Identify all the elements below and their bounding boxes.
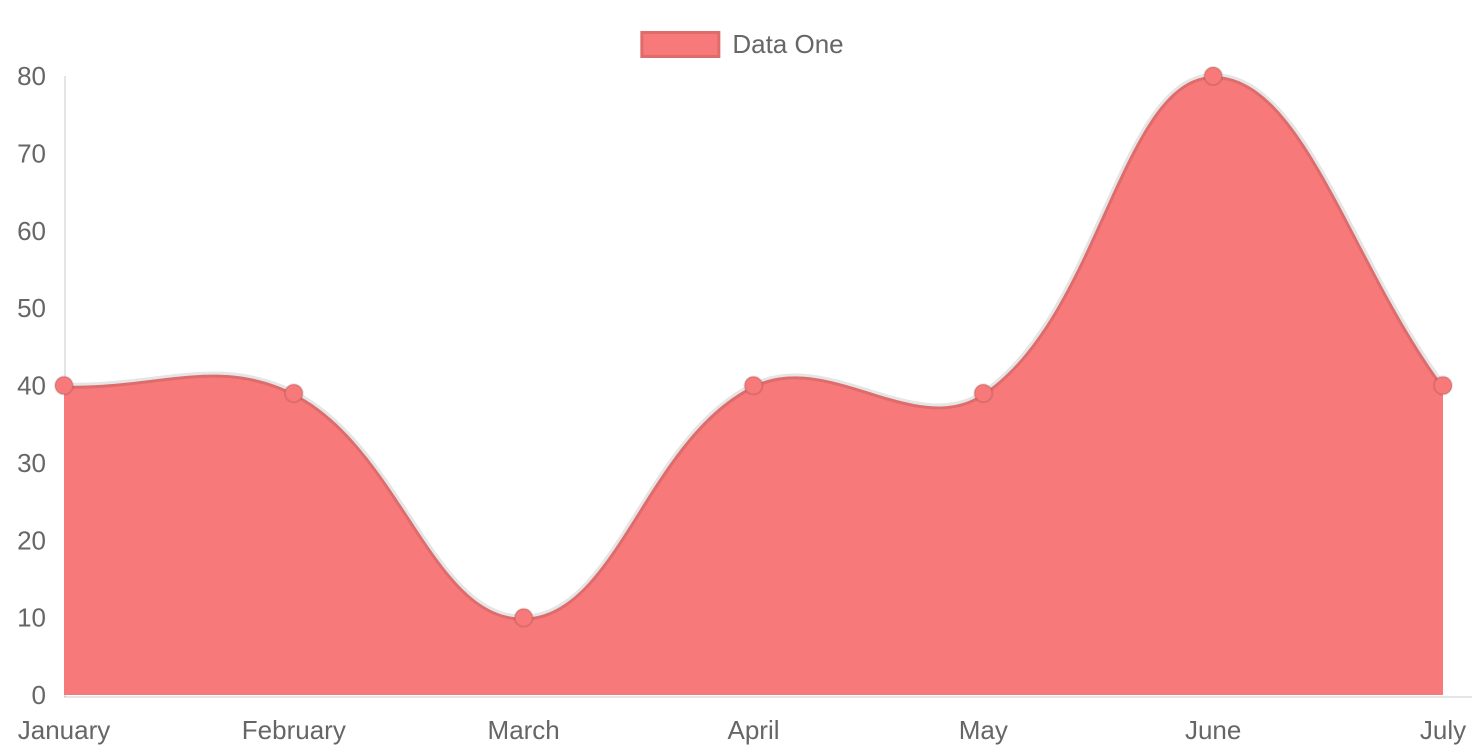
data-point-january[interactable] xyxy=(54,375,74,396)
y-tick-label: 40 xyxy=(17,371,46,401)
x-tick-label: May xyxy=(959,715,1008,745)
x-tick-label: June xyxy=(1185,715,1241,745)
x-tick-label: March xyxy=(488,715,560,745)
y-tick-label: 80 xyxy=(17,61,46,91)
y-tick-label: 0 xyxy=(32,680,46,710)
x-tick-label: February xyxy=(242,715,346,745)
data-point-april[interactable] xyxy=(743,375,764,396)
data-point-february[interactable] xyxy=(283,383,304,404)
y-tick-label: 30 xyxy=(17,448,46,478)
legend-swatch xyxy=(640,31,721,58)
y-tick-label: 70 xyxy=(17,138,46,168)
x-tick-label: January xyxy=(18,715,111,745)
data-point-march[interactable] xyxy=(513,607,534,628)
legend-item[interactable]: Data One xyxy=(640,29,844,59)
x-tick-label: July xyxy=(1420,715,1466,745)
legend-label: Data One xyxy=(732,29,844,59)
y-tick-label: 60 xyxy=(17,216,46,246)
y-tick-label: 50 xyxy=(17,293,46,323)
data-point-june[interactable] xyxy=(1203,66,1224,86)
y-tick-label: 10 xyxy=(17,603,46,633)
data-point-july[interactable] xyxy=(1433,375,1453,396)
x-tick-label: April xyxy=(727,715,779,745)
y-tick-label: 20 xyxy=(17,525,46,555)
data-point-may[interactable] xyxy=(973,383,994,404)
